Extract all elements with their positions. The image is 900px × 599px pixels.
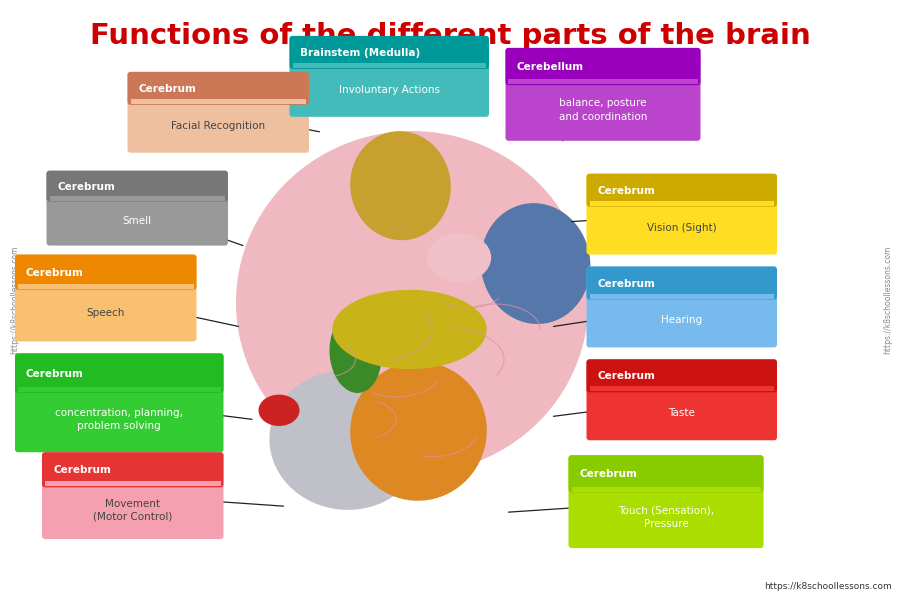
Bar (21, 258, 191, 272)
Text: Cerebrum: Cerebrum (598, 186, 655, 196)
Ellipse shape (330, 314, 381, 392)
FancyBboxPatch shape (15, 255, 196, 341)
Ellipse shape (270, 371, 423, 509)
Bar (45, 482, 220, 486)
Ellipse shape (237, 132, 588, 473)
Text: Functions of the different parts of the brain: Functions of the different parts of the … (90, 22, 810, 50)
Bar (18, 387, 220, 392)
FancyBboxPatch shape (587, 359, 777, 440)
Text: balance, posture
and coordination: balance, posture and coordination (559, 98, 647, 122)
Text: Cerebrum: Cerebrum (598, 279, 655, 289)
Bar (590, 294, 774, 298)
Text: Cerebellum: Cerebellum (517, 62, 583, 72)
Bar (21, 356, 218, 373)
Bar (590, 201, 774, 205)
Bar (133, 75, 303, 88)
Text: https://k8schoollessons.com: https://k8schoollessons.com (764, 582, 892, 591)
Text: Cerebrum: Cerebrum (53, 465, 111, 476)
FancyBboxPatch shape (587, 174, 777, 255)
Text: Taste: Taste (669, 409, 695, 418)
Ellipse shape (351, 132, 450, 240)
Text: Cerebrum: Cerebrum (26, 268, 84, 278)
FancyBboxPatch shape (569, 455, 763, 548)
Bar (590, 386, 774, 391)
Bar (511, 51, 695, 66)
Text: Hearing: Hearing (662, 316, 702, 325)
FancyBboxPatch shape (15, 255, 196, 290)
Text: Vision (Sight): Vision (Sight) (647, 223, 716, 232)
Ellipse shape (333, 291, 486, 368)
Text: Involuntary Actions: Involuntary Actions (338, 85, 440, 95)
FancyBboxPatch shape (506, 48, 700, 85)
FancyBboxPatch shape (47, 171, 228, 201)
Text: Cerebrum: Cerebrum (139, 84, 196, 94)
Bar (295, 39, 483, 52)
FancyBboxPatch shape (128, 72, 309, 153)
Bar (574, 458, 758, 474)
FancyBboxPatch shape (587, 267, 777, 300)
Bar (572, 486, 760, 492)
Text: Touch (Sensation),
Pressure: Touch (Sensation), Pressure (618, 506, 714, 529)
Bar (130, 99, 306, 104)
Text: Cerebrum: Cerebrum (598, 371, 655, 382)
Text: https://k8schoollessons.com: https://k8schoollessons.com (10, 246, 19, 353)
Text: Smell: Smell (122, 216, 152, 226)
Ellipse shape (428, 234, 491, 282)
Text: https://k8schoollessons.com: https://k8schoollessons.com (883, 246, 892, 353)
Text: Cerebrum: Cerebrum (58, 181, 115, 192)
Bar (52, 174, 222, 186)
FancyBboxPatch shape (47, 171, 228, 246)
FancyBboxPatch shape (587, 267, 777, 347)
Bar (48, 455, 218, 470)
Bar (18, 284, 194, 289)
Text: concentration, planning,
problem solving: concentration, planning, problem solving (55, 408, 184, 431)
Text: Movement
(Motor Control): Movement (Motor Control) (93, 498, 173, 522)
Text: Facial Recognition: Facial Recognition (171, 121, 266, 131)
FancyBboxPatch shape (290, 36, 489, 117)
Bar (592, 270, 771, 283)
Bar (50, 195, 225, 201)
FancyBboxPatch shape (506, 48, 700, 141)
Ellipse shape (351, 362, 486, 500)
Bar (508, 79, 698, 84)
Text: Cerebrum: Cerebrum (580, 470, 637, 479)
Bar (592, 362, 771, 376)
FancyBboxPatch shape (42, 452, 223, 488)
FancyBboxPatch shape (290, 36, 489, 69)
FancyBboxPatch shape (128, 72, 309, 105)
Bar (292, 63, 486, 68)
FancyBboxPatch shape (587, 174, 777, 207)
Bar (592, 177, 771, 190)
FancyBboxPatch shape (15, 353, 223, 452)
Text: Cerebrum: Cerebrum (26, 369, 84, 379)
FancyBboxPatch shape (569, 455, 763, 492)
FancyBboxPatch shape (42, 452, 223, 539)
FancyBboxPatch shape (587, 359, 777, 392)
Text: Speech: Speech (86, 307, 125, 317)
Text: Brainstem (Medulla): Brainstem (Medulla) (301, 48, 421, 58)
FancyBboxPatch shape (15, 353, 223, 393)
Ellipse shape (482, 204, 590, 323)
Ellipse shape (259, 395, 299, 425)
